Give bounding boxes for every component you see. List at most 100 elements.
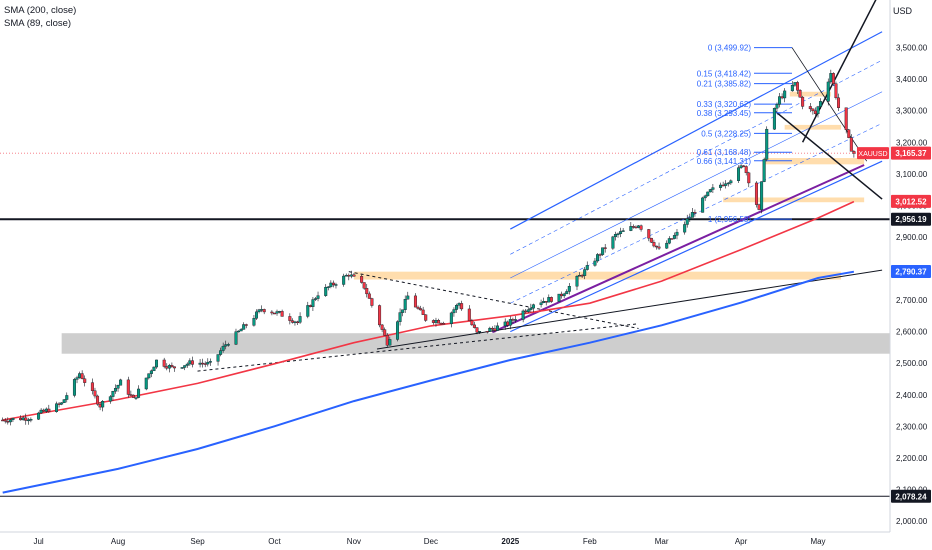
candle-body <box>649 237 653 243</box>
candle-body <box>119 379 123 386</box>
candle-body <box>57 403 61 405</box>
candle-body <box>619 231 623 234</box>
candle-body <box>221 345 225 351</box>
candle-body <box>306 305 310 317</box>
candle-body <box>98 403 102 408</box>
candle-body <box>575 276 579 287</box>
candle-body <box>313 298 317 300</box>
candle-body <box>62 399 66 403</box>
x-tick-label: Feb <box>583 537 597 546</box>
zone <box>784 124 842 130</box>
candle-body <box>331 282 335 286</box>
candle-body <box>378 305 382 326</box>
candle-body <box>616 233 620 235</box>
candle-body <box>778 96 782 105</box>
sma89-line <box>2 200 855 421</box>
candle-body <box>511 319 515 321</box>
candle-body <box>711 187 715 190</box>
trendline-wedge-top <box>348 271 639 329</box>
candle-body <box>172 366 176 369</box>
candle-body <box>72 379 76 396</box>
candle-body <box>137 388 141 398</box>
candle-body <box>60 402 64 405</box>
x-tick-label: 2025 <box>501 537 519 546</box>
candle-body <box>793 82 797 86</box>
fibonacci-retracement: 0 (3,499.92) 0.15 (3,418.42) 0.21 (3,385.8… <box>697 44 868 224</box>
candle-body <box>342 275 346 285</box>
candle-body <box>496 325 500 331</box>
candle-body <box>131 394 135 398</box>
candle-body <box>216 354 220 362</box>
legend-sma89[interactable]: SMA (89, close) <box>4 18 72 29</box>
candle-body <box>834 83 838 99</box>
trendline-steep-up <box>801 0 877 143</box>
candle-body <box>729 180 733 184</box>
candle-body <box>278 311 282 313</box>
candle-body <box>457 303 461 306</box>
y-tick-label: 2,700.00 <box>896 296 928 305</box>
trendline-channel-upper <box>510 31 883 230</box>
candle-body <box>252 318 256 326</box>
candle-body <box>383 329 387 336</box>
trendline-long-trend <box>376 269 883 350</box>
candle-body <box>324 287 328 296</box>
fib-level-label: 0.33 (3,320.62) <box>697 100 752 109</box>
candle-body <box>598 254 602 256</box>
legend-sma200[interactable]: SMA (200, close) <box>4 5 77 16</box>
y-tick-label: 2,900.00 <box>896 233 928 242</box>
candle-body <box>44 408 48 412</box>
candle-body <box>783 90 787 99</box>
candle-body <box>437 320 441 324</box>
candle-body <box>513 319 517 321</box>
candle-body <box>737 167 741 181</box>
candle-body <box>42 409 46 412</box>
price-tag-text: 2,790.37 <box>895 268 927 277</box>
candle-body <box>647 229 651 239</box>
candle-body <box>275 311 279 314</box>
candle-body <box>683 224 687 233</box>
candle-body <box>531 304 535 309</box>
candle-body <box>639 225 643 230</box>
candle-body <box>37 412 41 420</box>
candle-body <box>593 260 597 266</box>
candle-body <box>190 360 194 365</box>
y-tick-label: 2,600.00 <box>896 328 928 337</box>
zone <box>764 158 865 165</box>
candle-body <box>621 230 625 232</box>
candle-body <box>293 321 297 324</box>
candle-body <box>690 212 694 218</box>
candle-body <box>155 359 159 368</box>
zones <box>61 91 890 354</box>
candle-body <box>467 308 471 321</box>
x-tick-label: May <box>810 537 825 546</box>
currency-label[interactable]: USD <box>892 6 912 16</box>
candle-body <box>790 85 794 92</box>
candle-body <box>398 312 402 322</box>
candle-body <box>634 226 638 229</box>
candle-body <box>370 298 374 306</box>
candle-body <box>567 285 571 292</box>
candle-body <box>603 247 607 249</box>
candle-body <box>144 377 148 390</box>
candle-body <box>724 183 728 186</box>
symbol-tag <box>857 147 889 160</box>
candle-body <box>819 101 823 107</box>
candle-body <box>239 329 243 332</box>
candle-body <box>29 419 33 421</box>
candle-body <box>203 363 207 365</box>
candle-body <box>78 373 82 378</box>
candle-body <box>772 108 776 130</box>
candle-body <box>524 310 528 313</box>
candle-body <box>360 276 364 283</box>
candle-body <box>134 397 138 399</box>
candle-body <box>47 408 51 412</box>
candle-body <box>544 301 548 303</box>
candle-body <box>675 231 679 236</box>
candle-body <box>601 247 605 255</box>
candle-body <box>270 311 274 314</box>
candle-body <box>24 417 28 421</box>
candle-body <box>242 324 246 330</box>
candle-body <box>765 128 769 160</box>
